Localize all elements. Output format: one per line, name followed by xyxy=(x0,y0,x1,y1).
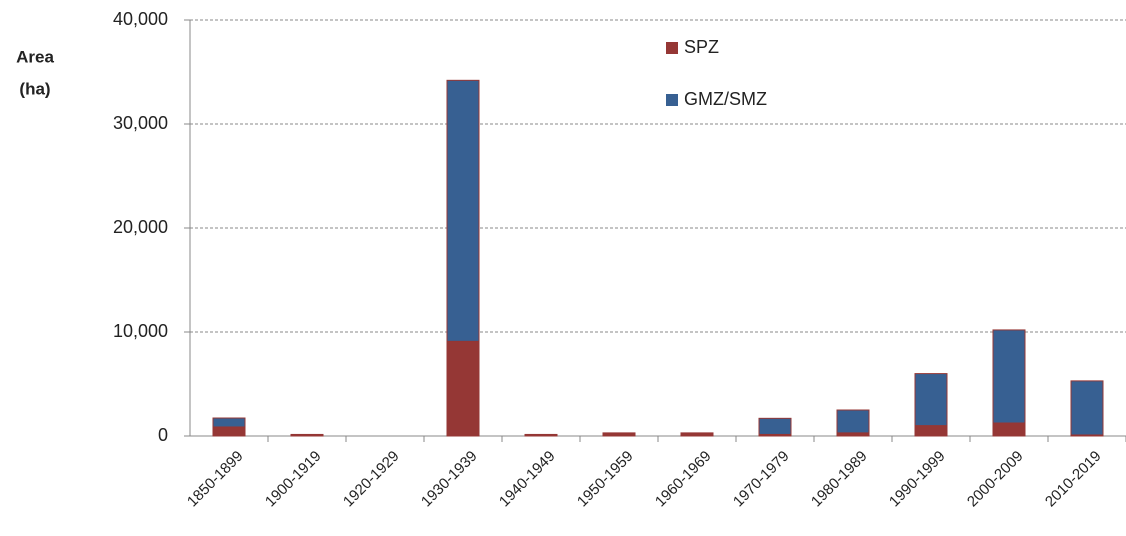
x-tick-label: 1990-1999 xyxy=(886,448,949,511)
y-tick-label: 0 xyxy=(158,425,168,445)
y-tick-label: 40,000 xyxy=(113,9,168,29)
bar-segment xyxy=(446,340,480,437)
x-tick-label: 1980-1989 xyxy=(808,448,871,511)
x-tick-label: 1850-1899 xyxy=(184,448,247,511)
y-tick-label: 30,000 xyxy=(113,113,168,133)
legend-label: SPZ xyxy=(684,37,719,57)
x-tick-label: 2000-2009 xyxy=(964,448,1027,511)
x-tick-label: 1920-1929 xyxy=(340,448,403,511)
legend-swatch xyxy=(666,94,678,106)
x-tick-label: 1970-1979 xyxy=(730,448,793,511)
bar-segment xyxy=(212,417,246,428)
x-tick-label: 1940-1949 xyxy=(496,448,559,511)
bar-segment xyxy=(680,432,714,437)
bar-segment xyxy=(992,329,1026,424)
bar-segment xyxy=(914,373,948,427)
bar-segment xyxy=(290,433,324,437)
bar-segment xyxy=(758,417,792,435)
legend-label: GMZ/SMZ xyxy=(684,89,767,109)
bar-segment xyxy=(212,426,246,437)
x-tick-label: 1960-1969 xyxy=(652,448,715,511)
bar-segment xyxy=(914,425,948,437)
bar-segment xyxy=(602,432,636,437)
bar-segment xyxy=(992,422,1026,437)
y-tick-label: 20,000 xyxy=(113,217,168,237)
y-axis-label: Area xyxy=(16,47,54,66)
x-tick-label: 2010-2019 xyxy=(1042,448,1105,511)
x-tick-label: 1950-1959 xyxy=(574,448,637,511)
bar-segment xyxy=(836,409,870,434)
bar-segment xyxy=(446,79,480,342)
x-tick-label: 1930-1939 xyxy=(418,448,481,511)
x-tick-label: 1900-1919 xyxy=(262,448,325,511)
bar-segment xyxy=(1070,380,1104,436)
legend-swatch xyxy=(666,42,678,54)
y-tick-label: 10,000 xyxy=(113,321,168,341)
bar-segment xyxy=(524,433,558,437)
y-axis-label: (ha) xyxy=(19,79,50,98)
